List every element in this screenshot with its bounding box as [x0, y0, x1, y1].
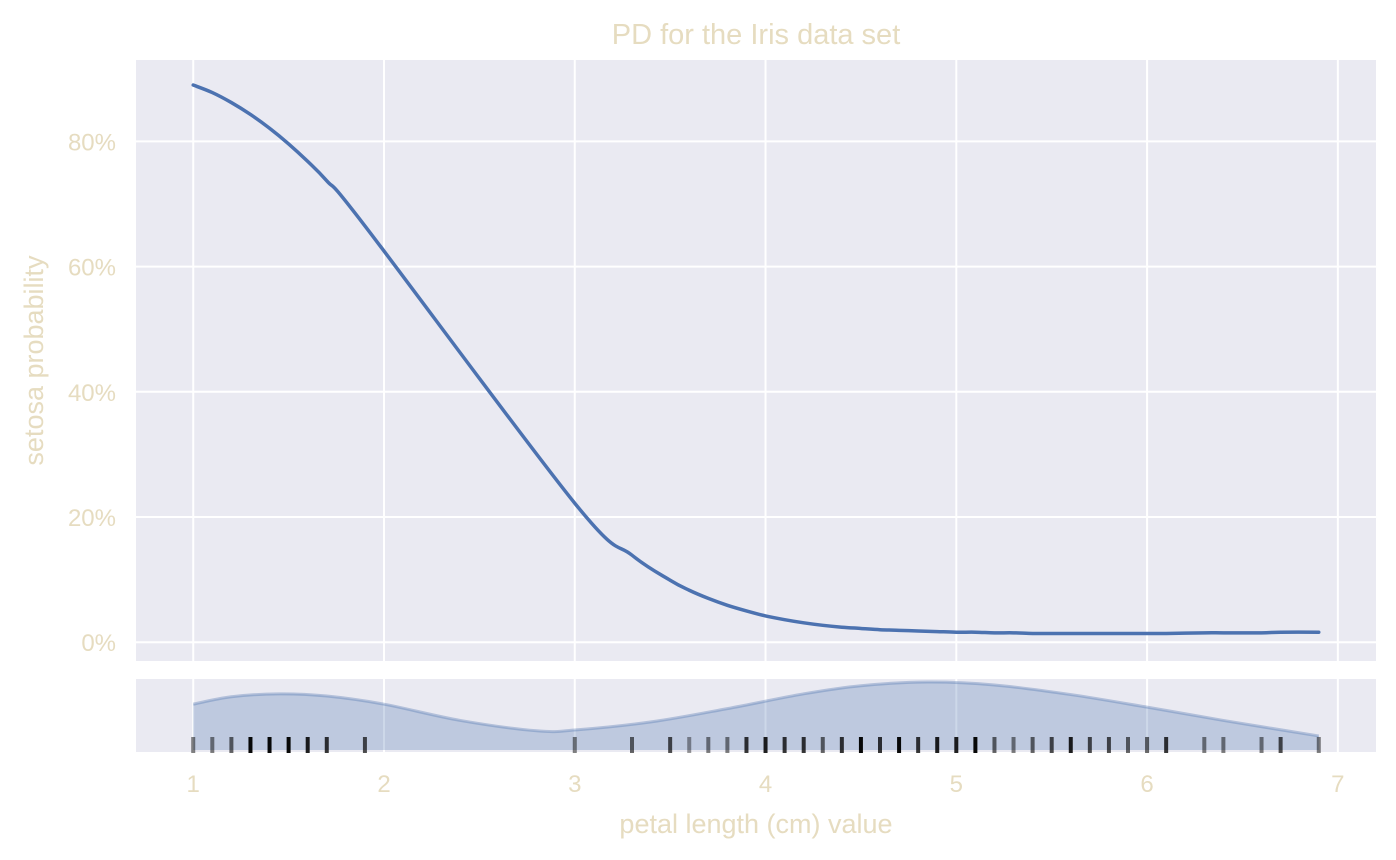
x-tick-label: 3: [568, 771, 581, 798]
x-tick-label: 1: [187, 771, 200, 798]
main-plot-area: [136, 60, 1376, 661]
x-axis-label: petal length (cm) value: [619, 809, 892, 839]
x-tick-label: 5: [950, 771, 963, 798]
y-tick-label: 60%: [68, 255, 116, 282]
pd-line: [191, 83, 1321, 636]
x-tick-label: 4: [759, 771, 772, 798]
y-tick-label: 20%: [68, 505, 116, 532]
density-curve: [192, 680, 1320, 738]
density-layer: [192, 680, 1320, 750]
pd-line-layer: [191, 83, 1321, 636]
y-tick-labels: 0% 20% 40% 60% 80%: [68, 129, 116, 657]
grid-lines: [136, 60, 1376, 752]
x-tick-label: 7: [1331, 771, 1344, 798]
x-tick-label: 2: [377, 771, 390, 798]
y-axis-label: setosa probability: [19, 255, 49, 466]
chart-title: PD for the Iris data set: [612, 19, 901, 51]
y-tick-label: 40%: [68, 380, 116, 407]
distribution-plot-area: [136, 679, 1376, 752]
y-tick-label: 80%: [68, 129, 116, 156]
rug-marks: [191, 737, 1321, 753]
x-tick-label: 6: [1140, 771, 1153, 798]
y-tick-label: 0%: [81, 630, 116, 657]
density-area: [193, 681, 1319, 750]
x-tick-labels: 1 2 3 4 5 6 7: [187, 771, 1345, 798]
